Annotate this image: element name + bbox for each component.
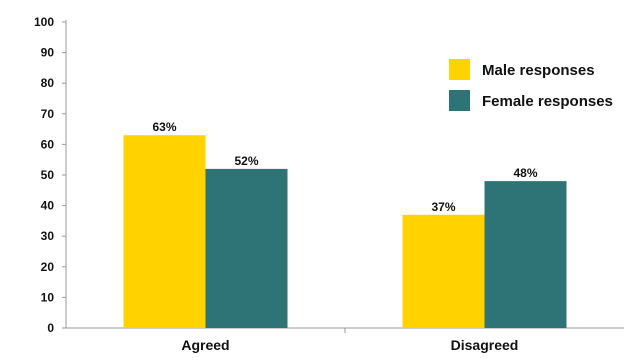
y-tick-label: 70: [41, 107, 55, 121]
bar-agreed-male-responses: [123, 135, 206, 328]
category-label-agreed: Agreed: [181, 337, 229, 353]
data-labels: 63% 52% 37% 48%: [152, 120, 537, 214]
category-label-disagreed: Disagreed: [451, 337, 519, 353]
bars: [123, 135, 567, 328]
y-tick-label: 20: [41, 260, 55, 274]
y-tick-label: 30: [41, 229, 55, 243]
y-tick-label: 80: [41, 76, 55, 90]
y-tick-label: 50: [41, 168, 55, 182]
legend-label-male-responses: Male responses: [482, 62, 595, 79]
y-tick-label: 40: [41, 199, 55, 213]
data-label-disagreed-male-responses: 37%: [431, 200, 455, 214]
bar-agreed-female-responses: [205, 168, 288, 328]
data-label-agreed-female-responses: 52%: [234, 154, 258, 168]
data-label-disagreed-female-responses: 48%: [513, 166, 537, 180]
y-tick-label: 100: [34, 15, 54, 29]
y-tick-label: 60: [41, 137, 55, 151]
category-labels: Agreed Disagreed: [181, 337, 518, 353]
y-tick-label: 10: [41, 290, 55, 304]
y-tick-label: 0: [47, 321, 54, 335]
bar-disagreed-female-responses: [484, 181, 567, 328]
data-label-agreed-male-responses: 63%: [152, 120, 176, 134]
y-tick-labels: 0 10 20 30 40 50 60 70 80 90 100: [34, 15, 66, 335]
y-tick-label: 90: [41, 46, 55, 60]
legend-label-female-responses: Female responses: [482, 93, 613, 110]
legend: Male responses Female responses: [449, 59, 613, 111]
bar-disagreed-male-responses: [402, 214, 485, 328]
legend-swatch-female-responses: [449, 90, 470, 111]
legend-swatch-male-responses: [449, 59, 470, 80]
